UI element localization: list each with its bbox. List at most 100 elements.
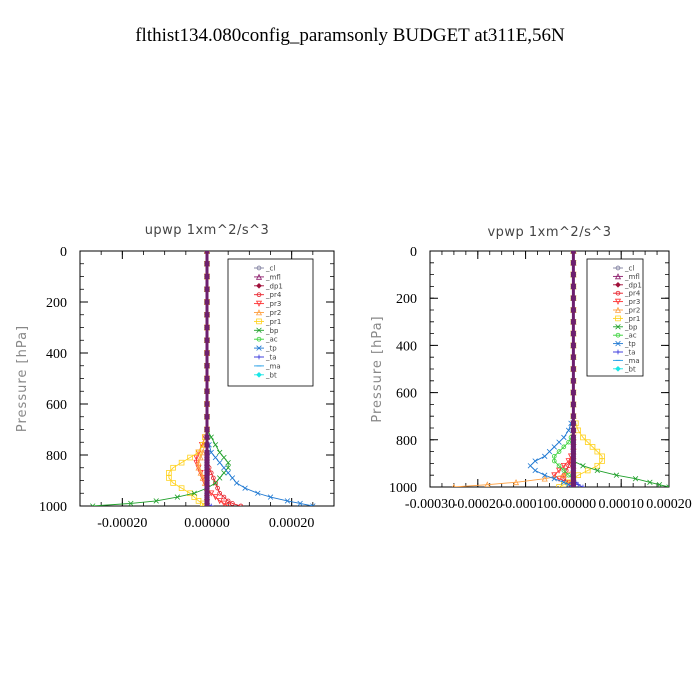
y-axis-label: Pressure [hPa] xyxy=(15,325,30,432)
panel-title: upwp 1xm^2/s^3 xyxy=(145,223,270,238)
data-point_ac xyxy=(556,449,562,454)
legend-entry_pr1: _pr1 xyxy=(265,318,281,326)
data-point_pr4 xyxy=(215,485,220,491)
legend-marker_pr3 xyxy=(255,300,263,307)
legend-entry_cl: _cl xyxy=(624,265,634,273)
data-point_pr1 xyxy=(594,448,601,455)
zero-profile-marker xyxy=(204,337,210,343)
data-point_bp xyxy=(613,472,620,478)
legend-entry_cl: _cl xyxy=(265,265,275,273)
legend-marker_pr2 xyxy=(255,309,263,316)
data-point_tp xyxy=(212,454,219,461)
data-point_pr1 xyxy=(195,449,202,456)
data-point_pr1 xyxy=(584,439,591,445)
legend-entry_pr4: _pr4 xyxy=(624,290,641,298)
legend-marker_dp1 xyxy=(615,281,621,288)
data-point_bp xyxy=(666,484,669,487)
zero-profile-marker xyxy=(204,490,210,496)
series-line_pr1 xyxy=(168,251,208,506)
data-point_bp xyxy=(217,475,223,481)
legend-entry_mfl: _mfl xyxy=(265,273,281,281)
y-tick-label: 600 xyxy=(396,387,417,402)
data-point_bp xyxy=(647,479,653,485)
data-point_bp xyxy=(90,503,96,506)
data-point_bp xyxy=(225,465,231,471)
zero-profile-marker xyxy=(204,498,210,504)
x-tick-label: -0.00010 xyxy=(501,497,551,512)
zero-profile-marker xyxy=(570,307,576,313)
data-point_tp xyxy=(233,480,240,486)
legend-marker_mfl xyxy=(255,273,263,280)
data-point_tp xyxy=(229,475,236,481)
data-point_pr1 xyxy=(594,462,601,469)
y-tick-label: 1000 xyxy=(39,500,67,515)
legend-entry_pr2: _pr2 xyxy=(265,309,281,317)
zero-profile-marker xyxy=(204,363,210,369)
x-tick-label: -0.00020 xyxy=(453,497,503,512)
data-point_bp xyxy=(208,434,214,440)
zero-profile-marker xyxy=(204,434,210,440)
legend-entry_tp: _tp xyxy=(265,345,277,353)
data-point_pr1 xyxy=(166,475,172,481)
legend-entry_bt: _bt xyxy=(265,371,277,379)
zero-profile-marker xyxy=(570,420,576,426)
data-point_pr3 xyxy=(225,503,232,506)
zero-profile-marker xyxy=(204,350,210,356)
data-point_tp xyxy=(532,467,538,474)
zero-profile-marker xyxy=(204,465,210,471)
legend-entry_tp: _tp xyxy=(624,340,636,348)
legend-entry_ac: _ac xyxy=(265,336,278,344)
zero-profile-marker xyxy=(570,427,576,433)
data-point_pr3 xyxy=(208,490,215,497)
vpwp-panel: vpwp 1xm^2/s^3 Pressure [hPa] 0 200 400 600 80… xyxy=(370,225,692,512)
zero-profile-marker xyxy=(570,463,576,469)
y-tick-label: 400 xyxy=(396,339,417,354)
legend-marker_pr4 xyxy=(256,292,262,298)
data-point_tp xyxy=(561,479,567,485)
legend-marker_bt xyxy=(256,371,262,378)
data-point_bp xyxy=(580,463,586,469)
legend-entry_ta: _ta xyxy=(265,354,277,362)
data-point_bp xyxy=(212,442,219,448)
legend-entry_ma: _ma xyxy=(265,362,281,370)
legend-marker_bt xyxy=(615,365,621,372)
data-point_bp xyxy=(221,470,227,476)
data-point_pr3 xyxy=(565,458,572,465)
data-point_bp xyxy=(225,459,231,466)
data-point_pr1 xyxy=(584,467,591,474)
legend-marker_pr3 xyxy=(614,298,622,305)
data-point_pr1 xyxy=(556,484,562,487)
x-tick-label: -0.00020 xyxy=(97,516,147,531)
legend-marker_ta xyxy=(615,349,621,355)
legend-marker_bp xyxy=(256,327,262,333)
data-point_pr4 xyxy=(217,490,223,496)
zero-profile-marker xyxy=(570,453,576,459)
zero-profile-marker xyxy=(570,472,576,478)
zero-profile-marker xyxy=(204,299,210,305)
legend-entry_pr4: _pr4 xyxy=(265,291,282,299)
data-point_ac xyxy=(561,444,567,450)
data-point_pr2 xyxy=(560,471,567,479)
legend-entry_pr3: _pr3 xyxy=(265,300,281,308)
legend-marker_mfl xyxy=(614,273,622,280)
x-tick-label: 0.00020 xyxy=(646,497,692,512)
x-tick-label: 0.00000 xyxy=(551,497,597,512)
data-point_bp xyxy=(153,498,159,504)
data-point_bp xyxy=(128,500,134,506)
data-point_bp xyxy=(594,467,600,474)
series_pr1 xyxy=(166,251,210,506)
zero-profile-marker xyxy=(204,455,210,461)
data-point_tp xyxy=(542,453,548,460)
zero-profile-marker xyxy=(570,458,576,464)
zero-profile-marker xyxy=(204,312,210,318)
data-point_tp xyxy=(255,490,261,496)
zero-profile-marker xyxy=(204,325,210,330)
zero-profile-marker xyxy=(570,260,576,266)
legend-marker_pr1 xyxy=(615,315,621,322)
legend-box xyxy=(586,258,644,377)
data-point_bp xyxy=(212,480,219,486)
data-point_pr2 xyxy=(197,469,204,476)
legend-marker_cl xyxy=(256,265,262,271)
legend-entry_ma: _ma xyxy=(624,357,640,365)
zero-profile-marker xyxy=(204,286,210,292)
